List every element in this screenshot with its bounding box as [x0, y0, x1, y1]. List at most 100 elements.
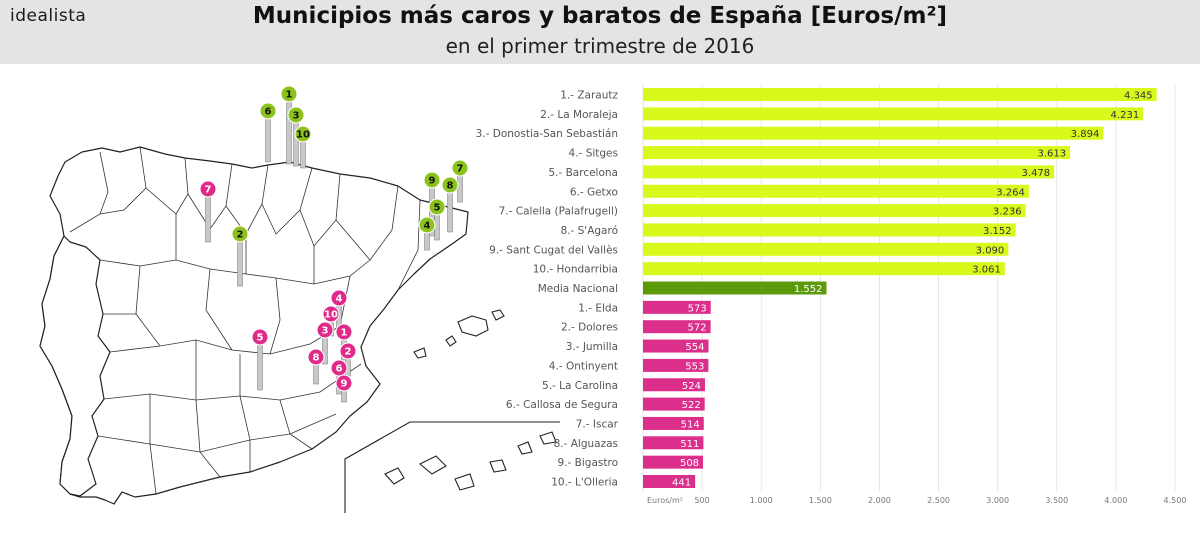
bar-value-label: 508 — [680, 458, 699, 469]
category-label: 6.- Getxo — [570, 186, 618, 198]
bar — [643, 436, 704, 450]
pin-head — [294, 125, 312, 143]
category-label: 7.- Iscar — [576, 418, 619, 430]
bar — [643, 204, 1026, 218]
bar-value-label: 3.613 — [1037, 149, 1066, 160]
bar-value-label: 3.061 — [972, 265, 1001, 276]
category-label: Media Nacional — [538, 283, 618, 295]
category-label: 4.- Sitges — [569, 148, 618, 160]
brand-logo: idealista — [10, 6, 87, 26]
category-label: 1.- Zarautz — [560, 90, 618, 102]
pin-head — [423, 171, 441, 189]
category-label: 3.- Donostia-San Sebastián — [476, 128, 618, 140]
pin-head — [251, 328, 269, 346]
pin-head — [199, 180, 217, 198]
bar-value-label: 3.264 — [996, 187, 1025, 198]
pin-head — [451, 159, 469, 177]
portugal-outline — [39, 235, 111, 497]
pin-number: 3 — [293, 111, 300, 122]
category-label: 4.- Ontinyent — [549, 360, 618, 372]
pin-number: 2 — [345, 347, 352, 358]
pin-number: 10 — [324, 310, 338, 321]
category-label: 2.- Dolores — [561, 322, 618, 334]
bar — [643, 223, 1016, 237]
category-label: 6.- Callosa de Segura — [506, 399, 618, 411]
bar-value-label: 4.345 — [1124, 91, 1153, 102]
pin-head — [441, 176, 459, 194]
bar — [643, 475, 696, 488]
pin-number: 4 — [424, 221, 431, 232]
pin-head — [287, 106, 305, 124]
bar-chart: 1.- Zarautz 4.345 2.- La Moraleja 4.231 3.- … — [476, 84, 1186, 505]
category-label: 9.- Sant Cugat del Vallès — [489, 244, 618, 256]
bar-value-label: 554 — [685, 342, 704, 353]
x-axis-ticks: 500 1.000 1.500 2.000 2.500 3.000 3.500 4.000 4.… — [694, 496, 1186, 505]
bar-value-label: 3.090 — [976, 245, 1005, 256]
pin-head — [307, 348, 325, 366]
x-tick-label: 1.500 — [809, 496, 832, 505]
pin-number: 9 — [341, 379, 348, 390]
category-label: 10.- Hondarribia — [533, 264, 618, 276]
bar — [643, 455, 704, 469]
bar-value-label: 511 — [680, 439, 699, 450]
pin-head — [335, 323, 353, 341]
pin-number: 2 — [237, 230, 244, 241]
x-tick-label: 1.000 — [750, 496, 773, 505]
bar-value-label: 514 — [681, 419, 700, 430]
bar — [643, 107, 1144, 121]
bar — [643, 416, 704, 430]
pin-head — [322, 305, 340, 323]
bar-value-label: 3.152 — [983, 226, 1012, 237]
category-label: 7.- Calella (Palafrugell) — [499, 206, 618, 218]
bar-value-label: 3.236 — [993, 207, 1022, 218]
pin-number: 8 — [447, 181, 454, 192]
x-tick-label: 500 — [694, 496, 709, 505]
pin-head — [330, 359, 348, 377]
canary-inset — [344, 421, 560, 513]
category-label: 9.- Bigastro — [558, 457, 618, 469]
pin-number: 6 — [336, 364, 343, 375]
bar — [643, 184, 1029, 198]
header-band: idealista Municipios más caros y baratos… — [0, 0, 1200, 64]
pin-number: 1 — [286, 90, 293, 101]
pin-number: 5 — [257, 333, 264, 344]
pin-head — [418, 216, 436, 234]
province-borders — [69, 146, 421, 495]
pin-number: 9 — [429, 176, 436, 187]
pin-number: 6 — [265, 107, 272, 118]
category-label: 8.- S'Agaró — [561, 225, 619, 237]
bar-value-label: 1.552 — [794, 284, 823, 295]
category-label: 2.- La Moraleja — [540, 109, 618, 121]
x-tick-label: 3.000 — [986, 496, 1009, 505]
bar-value-label: 441 — [672, 478, 691, 489]
pin-number: 4 — [336, 294, 343, 305]
bar — [643, 300, 711, 314]
pin-number: 7 — [457, 164, 464, 175]
bar — [643, 320, 711, 334]
bar-value-label: 3.478 — [1022, 168, 1051, 179]
bar — [643, 146, 1071, 160]
bar-value-label: 3.894 — [1071, 129, 1100, 140]
bar — [643, 378, 705, 392]
bar — [643, 397, 705, 411]
bar — [643, 242, 1009, 256]
x-tick-label: 4.000 — [1104, 496, 1127, 505]
pin-head — [231, 225, 249, 243]
pin-number: 1 — [341, 328, 348, 339]
x-tick-label: 2.000 — [868, 496, 891, 505]
pin-head — [280, 85, 298, 103]
category-label: 1.- Elda — [578, 302, 618, 314]
bar — [643, 281, 827, 295]
category-label: 3.- Jumilla — [566, 341, 618, 353]
bar — [643, 358, 709, 372]
bar-value-label: 4.231 — [1111, 110, 1140, 121]
pin-number: 8 — [313, 353, 320, 364]
pin-head — [316, 321, 334, 339]
pin-number: 5 — [434, 203, 441, 214]
pin-number: 3 — [322, 326, 329, 337]
chart-title: Municipios más caros y baratos de España… — [252, 3, 948, 29]
bar — [643, 165, 1055, 179]
x-tick-label: 2.500 — [927, 496, 950, 505]
